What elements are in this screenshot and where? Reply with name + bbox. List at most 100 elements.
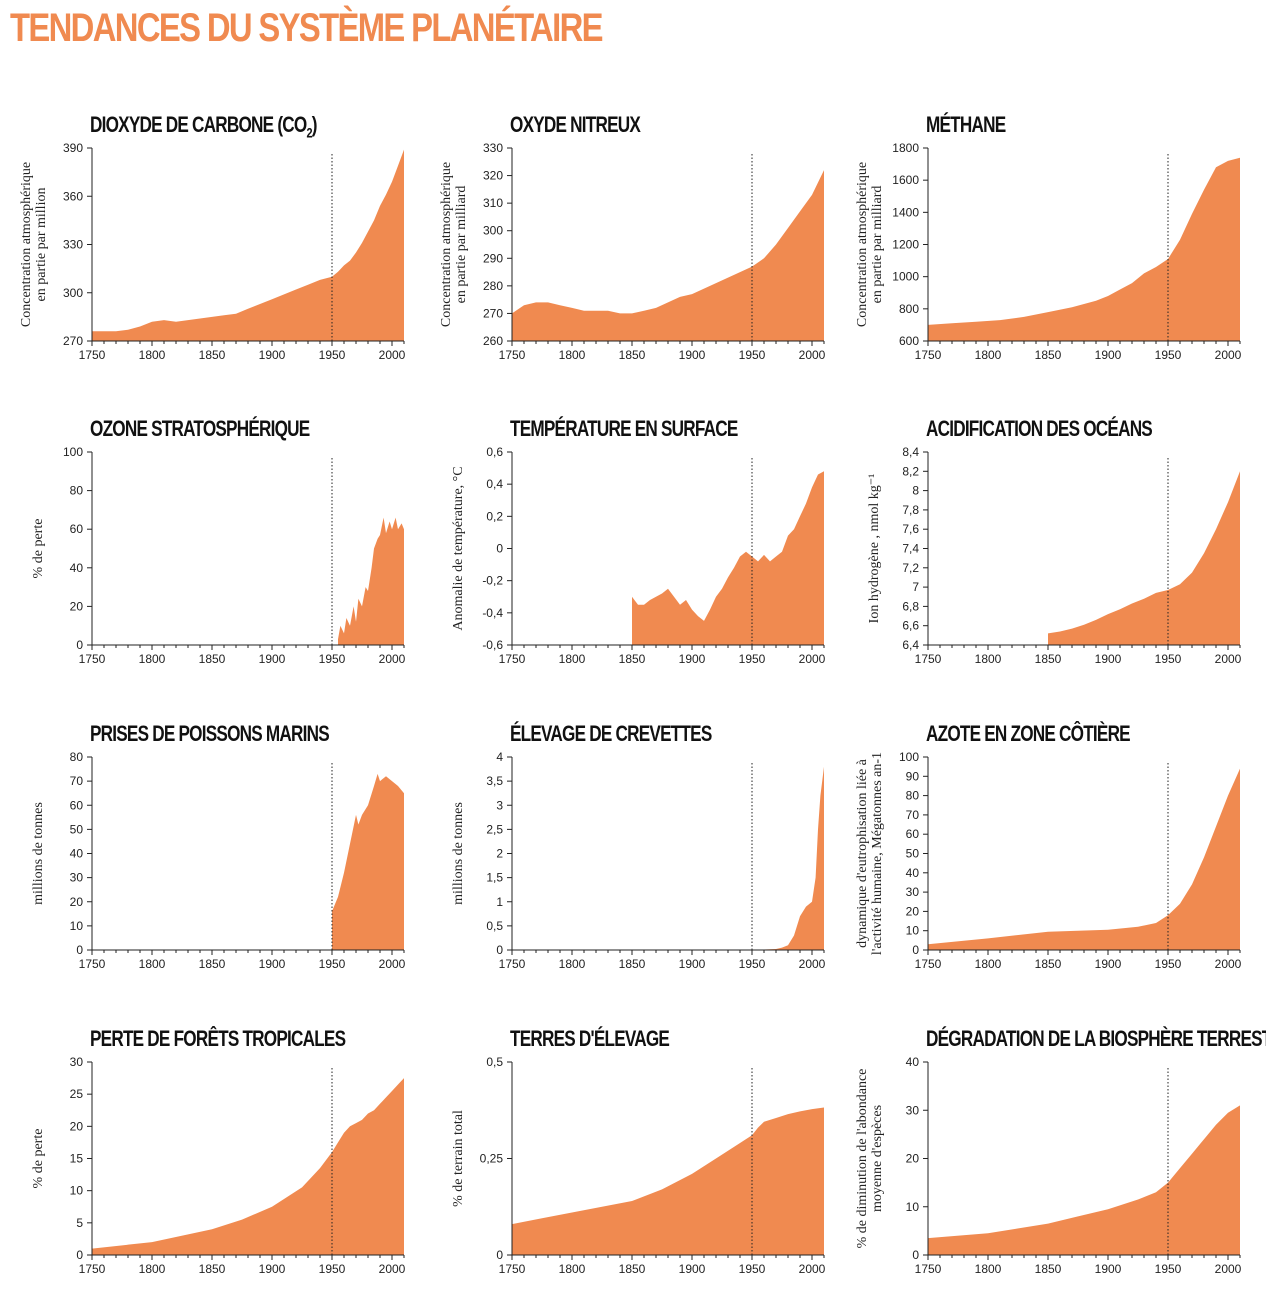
chart-title: DÉGRADATION DE LA BIOSPHÈRE TERRESTRE xyxy=(926,1026,1266,1052)
y-tick-label: 0,5 xyxy=(486,1055,503,1069)
y-tick-label: 60 xyxy=(906,827,920,841)
y-tick-label: 0 xyxy=(496,1248,503,1262)
chart-title: TERRES D'ÉLEVAGE xyxy=(510,1026,670,1052)
y-tick-label: 1600 xyxy=(892,173,919,187)
series-area xyxy=(512,170,824,341)
x-tick-label: 1900 xyxy=(679,652,706,666)
x-tick-label: 1800 xyxy=(975,348,1002,362)
x-tick-label: 1750 xyxy=(499,348,526,362)
y-tick-label: 30 xyxy=(70,871,84,885)
y-tick-label: 80 xyxy=(70,750,84,764)
y-axis-label: en partie par million xyxy=(34,188,49,302)
y-tick-label: 10 xyxy=(70,919,84,933)
series-area xyxy=(752,766,824,950)
y-tick-label: 7,4 xyxy=(902,542,919,556)
y-tick-label: 4 xyxy=(496,750,503,764)
y-tick-label: 0,4 xyxy=(486,477,503,491)
y-tick-label: 50 xyxy=(906,847,920,861)
y-tick-label: -0,2 xyxy=(482,574,503,588)
y-tick-label: 7 xyxy=(912,580,919,594)
y-tick-label: 70 xyxy=(906,808,920,822)
y-tick-label: 10 xyxy=(906,1200,920,1214)
x-tick-label: 2000 xyxy=(799,1262,826,1276)
x-tick-label: 2000 xyxy=(379,348,406,362)
y-tick-label: 50 xyxy=(70,822,84,836)
y-tick-label: 0 xyxy=(76,638,83,652)
chart-svg: 1750 1800 1850 1900 1950 2000 0 10 20 30 40 % de di… xyxy=(855,1055,1242,1276)
y-tick-label: 30 xyxy=(906,1103,920,1117)
chart-panel-8: AZOTE EN ZONE CÔTIÈRE 1750 1800 1850 1900 195… xyxy=(846,721,1256,981)
x-tick-label: 1850 xyxy=(1035,1262,1062,1276)
x-tick-label: 1950 xyxy=(319,348,346,362)
series-area xyxy=(332,773,404,950)
x-tick-label: 1750 xyxy=(499,957,526,971)
x-tick-label: 1750 xyxy=(79,652,106,666)
chart-title: OXYDE NITREUX xyxy=(510,112,641,138)
x-tick-label: 1950 xyxy=(319,957,346,971)
series-area xyxy=(338,517,404,645)
y-axis-label: Concentration atmosphérique xyxy=(19,162,34,327)
y-tick-label: 15 xyxy=(70,1152,84,1166)
y-tick-label: 5 xyxy=(76,1216,83,1230)
y-tick-label: 100 xyxy=(899,750,919,764)
series-area xyxy=(1048,471,1240,645)
y-tick-label: 0 xyxy=(912,1248,919,1262)
page-title: TENDANCES DU SYSTÈME PLANÉTAIRE xyxy=(10,6,604,50)
y-axis-label: Concentration atmosphérique xyxy=(855,162,870,327)
y-tick-label: 20 xyxy=(70,599,84,613)
x-tick-label: 1950 xyxy=(739,1262,766,1276)
x-tick-label: 1800 xyxy=(559,957,586,971)
x-tick-label: 1800 xyxy=(559,652,586,666)
x-tick-label: 2000 xyxy=(379,957,406,971)
y-tick-label: 10 xyxy=(70,1184,84,1198)
x-tick-label: 1750 xyxy=(79,348,106,362)
y-tick-label: -0,6 xyxy=(482,638,503,652)
chart-svg: 1750 1800 1850 1900 1950 2000 0 10 20 30 40 50 60 70 8… xyxy=(31,750,406,971)
y-tick-label: 300 xyxy=(63,286,83,300)
x-tick-label: 1800 xyxy=(559,348,586,362)
y-tick-label: 3 xyxy=(496,798,503,812)
chart-svg: 1750 1800 1850 1900 1950 2000 -0,6 -0,4 -0,2 0 0,2… xyxy=(451,445,826,666)
series-area xyxy=(928,768,1240,950)
y-tick-label: 40 xyxy=(70,561,84,575)
y-tick-label: 80 xyxy=(70,484,84,498)
chart-panel-2: MÉTHANE 1750 1800 1850 1900 1950 2000 600 800 100… xyxy=(846,112,1256,372)
chart-title-tail: ) xyxy=(311,112,318,137)
y-tick-label: 0 xyxy=(76,1248,83,1262)
y-tick-label: 0 xyxy=(912,943,919,957)
y-tick-label: 60 xyxy=(70,798,84,812)
y-tick-label: 90 xyxy=(906,769,920,783)
chart-title-text: MÉTHANE xyxy=(926,112,1006,137)
x-tick-label: 1950 xyxy=(1155,1262,1182,1276)
y-tick-label: 40 xyxy=(906,866,920,880)
x-tick-label: 1750 xyxy=(79,957,106,971)
chart-title-text: ACIDIFICATION DES OCÉANS xyxy=(926,416,1153,441)
y-tick-label: 7,2 xyxy=(902,561,919,575)
y-axis-label: % de perte xyxy=(31,519,46,579)
y-tick-label: 330 xyxy=(63,238,83,252)
x-tick-label: 1850 xyxy=(199,957,226,971)
chart-panel-10: TERRES D'ÉLEVAGE 1750 1800 1850 1900 1950 2000… xyxy=(430,1026,840,1286)
y-tick-label: 0 xyxy=(496,943,503,957)
y-tick-label: 3,5 xyxy=(486,774,503,788)
x-tick-label: 1900 xyxy=(1095,1262,1122,1276)
y-tick-label: 290 xyxy=(483,251,503,265)
y-axis-label: dynamique d'eutrophisation liée à xyxy=(855,758,870,948)
y-tick-label: 20 xyxy=(70,895,84,909)
x-tick-label: 1800 xyxy=(139,957,166,971)
chart-panel-3: OZONE STRATOSPHÉRIQUE 1750 1800 1850 1900 195… xyxy=(10,416,420,676)
chart-svg: 1750 1800 1850 1900 1950 2000 260 270 280 290 300 3… xyxy=(439,141,826,362)
y-tick-label: 300 xyxy=(483,224,503,238)
chart-svg: 1750 1800 1850 1900 1950 2000 0 20 40 60 80 100 % de… xyxy=(31,445,406,666)
y-tick-label: -0,4 xyxy=(482,606,503,620)
y-tick-label: 100 xyxy=(63,445,83,459)
x-tick-label: 1800 xyxy=(139,348,166,362)
y-tick-label: 8,2 xyxy=(902,464,919,478)
x-tick-label: 1950 xyxy=(1155,652,1182,666)
y-tick-label: 6,4 xyxy=(902,638,919,652)
y-tick-label: 1200 xyxy=(892,238,919,252)
y-tick-label: 600 xyxy=(899,334,919,348)
chart-title-text: PRISES DE POISSONS MARINS xyxy=(90,721,330,746)
x-tick-label: 1850 xyxy=(619,957,646,971)
chart-title: TEMPÉRATURE EN SURFACE xyxy=(510,416,738,442)
